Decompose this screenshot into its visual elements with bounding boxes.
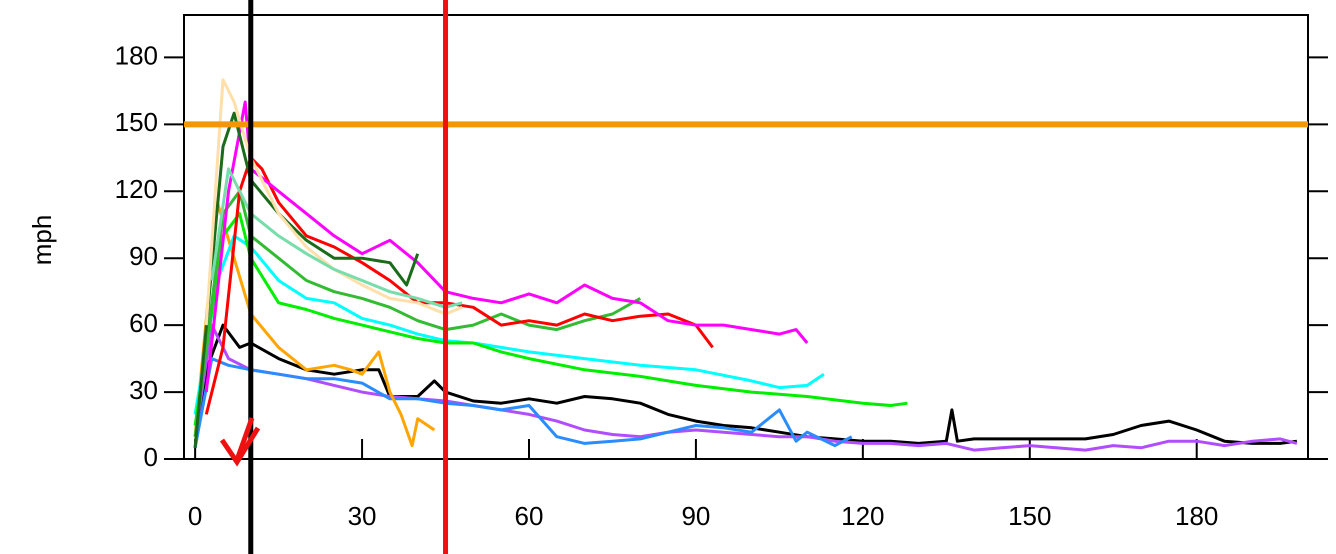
series-line	[193, 212, 908, 426]
series-line	[204, 100, 809, 393]
series-line	[193, 200, 436, 448]
x-tick-label: 180	[1175, 501, 1218, 531]
y-tick-label: 120	[115, 174, 158, 204]
y-axis-label: mph	[27, 215, 57, 266]
series-line	[204, 78, 463, 326]
plot-frame	[183, 14, 1309, 460]
series-line	[193, 323, 1298, 452]
y-tick-label: 0	[144, 442, 158, 472]
series-line	[193, 357, 853, 449]
arrow	[219, 417, 261, 467]
y-tick-label: 90	[129, 241, 158, 271]
y-tick-label: 60	[129, 308, 158, 338]
y-tick-label: 150	[115, 107, 158, 137]
x-tick-label: 60	[515, 501, 544, 531]
y-tick-label: 30	[129, 375, 158, 405]
x-tick-label: 0	[188, 501, 202, 531]
series-line	[210, 167, 463, 309]
x-tick-label: 150	[1008, 501, 1051, 531]
x-tick-label: 90	[681, 501, 710, 531]
x-tick-label: 30	[348, 501, 377, 531]
series-line	[193, 323, 1298, 449]
x-tick-label: 120	[841, 501, 884, 531]
y-tick-label: 180	[115, 40, 158, 70]
